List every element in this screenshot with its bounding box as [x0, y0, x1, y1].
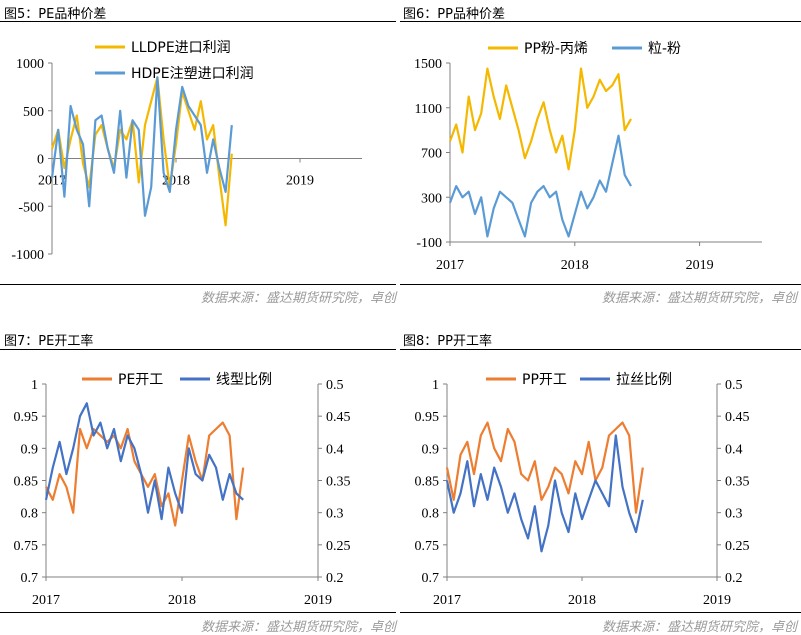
divider: [400, 612, 801, 613]
divider: [0, 612, 396, 613]
fig6-y-tick-label: 1500: [414, 57, 442, 72]
fig5-y-tick-label: 1000: [16, 57, 44, 72]
fig7-series-1-line: [45, 421, 245, 527]
fig8-y2-tick-label: 0.3: [725, 507, 743, 522]
fig5-legend-label-1: LLDPE进口利润: [131, 40, 231, 56]
fig7-y-tick-label: 0.9: [21, 442, 39, 457]
fig7-legend-label-1: PE开工: [118, 372, 163, 388]
fig5-x-tick-label: 2017: [38, 174, 66, 189]
fig7-legend-label-2: 线型比例: [216, 372, 272, 388]
fig6-legend-label-2: 粒-粉: [648, 41, 681, 57]
fig6-y-tick-label: 1100: [415, 102, 442, 117]
fig7-y2-tick-label: 0.35: [326, 475, 351, 490]
fig7-x-tick-label: 2018: [168, 593, 196, 608]
divider: [400, 21, 801, 22]
fig8-x-tick-label: 2017: [433, 593, 461, 608]
fig7-y2-tick-label: 0.3: [326, 507, 344, 522]
fig7-y2-tick-label: 0.2: [326, 571, 344, 586]
fig8-y-tick-label: 0.85: [415, 475, 440, 490]
fig7-y-tick-label: 1: [31, 378, 38, 393]
source-note: 数据来源：盛达期货研究院，卓创: [200, 620, 396, 635]
fig8-y-tick-label: 0.75: [415, 539, 440, 554]
fig8-y-tick-label: 0.9: [422, 442, 440, 457]
divider: [0, 21, 396, 22]
fig6-y-tick-label: 700: [421, 147, 442, 162]
fig8-y-tick-label: 0.8: [422, 507, 440, 522]
fig6-x-tick-label: 2018: [561, 258, 589, 273]
fig7-y-tick-label: 0.95: [14, 410, 39, 425]
fig8-series-2-line: [445, 434, 644, 553]
fig8-y2-tick-label: 0.5: [725, 378, 743, 393]
fig6-title: 图6：PP品种价差: [403, 7, 505, 22]
fig8-legend-label-2: 拉丝比例: [616, 372, 672, 388]
divider: [0, 284, 396, 285]
fig7-y2-tick-label: 0.5: [326, 378, 344, 393]
fig7-y2-tick-label: 0.45: [326, 410, 351, 425]
fig8-y2-tick-label: 0.4: [725, 442, 743, 457]
fig7-y-tick-label: 0.75: [14, 539, 39, 554]
fig8-x-tick-label: 2019: [703, 593, 731, 608]
fig6-legend-label-1: PP粉-丙烯: [524, 41, 588, 57]
fig5-legend-label-2: HDPE注塑进口利润: [131, 66, 254, 82]
fig8-x-tick-label: 2018: [568, 593, 596, 608]
fig7-x-tick-label: 2017: [32, 593, 60, 608]
source-note: 数据来源：盛达期货研究院，卓创: [601, 291, 797, 306]
fig5-title: 图5：PE品种价差: [4, 7, 107, 22]
fig6-y-tick-label: 300: [421, 191, 442, 206]
fig7-y-tick-label: 0.85: [14, 475, 39, 490]
fig7-y2-tick-label: 0.4: [326, 442, 344, 457]
fig6-series-2-line: [448, 134, 632, 238]
fig6-x-tick-label: 2017: [436, 258, 464, 273]
fig8-y-tick-label: 0.95: [415, 410, 440, 425]
divider: [0, 349, 396, 350]
fig5-y-tick-label: -1000: [11, 248, 44, 263]
fig6-y-tick-label: -100: [416, 236, 442, 251]
fig8-y-tick-label: 1: [432, 378, 439, 393]
fig8-y2-tick-label: 0.25: [725, 539, 750, 554]
fig6-series-1-line: [448, 67, 632, 171]
fig8-y2-tick-label: 0.35: [725, 475, 750, 490]
fig7-y-tick-label: 0.7: [21, 571, 39, 586]
fig8-legend-label-1: PP开工: [522, 372, 567, 388]
fig8-series-1-line: [445, 421, 644, 514]
fig7-title: 图7：PE开工率: [4, 334, 94, 349]
fig5-x-tick-label: 2019: [286, 174, 314, 189]
fig7-x-tick-label: 2019: [304, 593, 332, 608]
fig8-y-tick-label: 0.7: [422, 571, 440, 586]
fig5-series-1-line: [50, 76, 233, 227]
fig5-y-tick-label: 0: [37, 153, 44, 168]
fig5-y-tick-label: 500: [23, 105, 44, 120]
source-note: 数据来源：盛达期货研究院，卓创: [200, 291, 396, 306]
fig7-series-2-line: [44, 402, 244, 521]
fig8-title: 图8：PP开工率: [403, 334, 492, 349]
fig5-y-tick-label: -500: [18, 200, 44, 215]
fig5-series-2-line: [50, 76, 233, 217]
fig7-y2-tick-label: 0.25: [326, 539, 351, 554]
divider: [400, 349, 801, 350]
fig8-y2-tick-label: 0.45: [725, 410, 750, 425]
fig6-x-tick-label: 2019: [686, 258, 714, 273]
fig8-y2-tick-label: 0.2: [725, 571, 743, 586]
divider: [400, 284, 801, 285]
source-note: 数据来源：盛达期货研究院，卓创: [601, 620, 797, 635]
fig7-y-tick-label: 0.8: [21, 507, 39, 522]
